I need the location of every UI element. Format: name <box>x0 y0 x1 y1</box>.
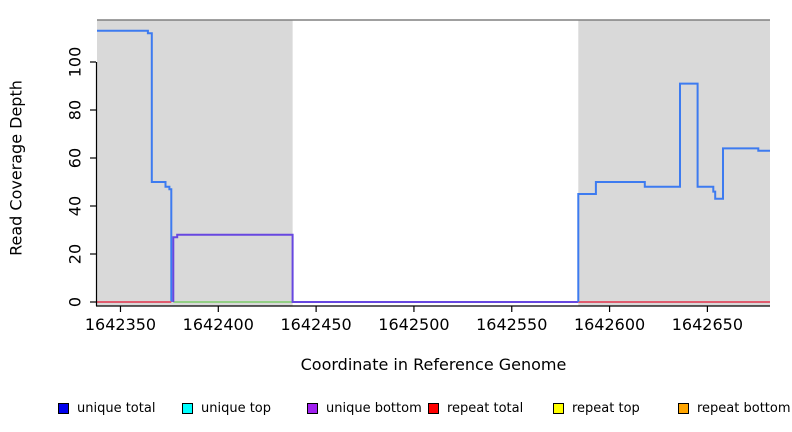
x-tick-label: 1642500 <box>378 315 449 334</box>
legend: unique total unique top unique bottom repea… <box>0 399 792 417</box>
y-tick-label: 20 <box>66 244 85 264</box>
shaded-region <box>578 20 770 306</box>
legend-label: unique bottom <box>326 400 422 416</box>
x-tick-label: 1642550 <box>476 315 547 334</box>
x-tick-label: 1642650 <box>672 315 743 334</box>
legend-label: repeat total <box>447 400 524 416</box>
y-tick-label: 40 <box>66 196 85 216</box>
legend-swatch-icon <box>307 402 318 414</box>
chart-svg: 1642350 1642400 1642450 1642500 1642550 16426… <box>66 19 770 334</box>
legend-item-unique-bottom: unique bottom <box>307 399 422 417</box>
legend-item-unique-total: unique total <box>58 399 155 417</box>
y-tick-label: 0 <box>66 297 85 307</box>
legend-swatch-icon <box>182 402 193 414</box>
series-unique-total-left <box>97 29 173 302</box>
y-tick-label: 100 <box>66 47 85 78</box>
legend-item-repeat-total: repeat total <box>428 399 523 417</box>
x-tick-label: 1642350 <box>85 315 156 334</box>
legend-item-unique-top: unique top <box>182 399 271 417</box>
y-tick-label: 60 <box>66 148 85 168</box>
x-tick-label: 1642450 <box>280 315 351 334</box>
series-unique-total-right <box>577 82 770 302</box>
legend-swatch-icon <box>58 402 69 414</box>
legend-item-repeat-top: repeat top <box>553 399 640 417</box>
legend-label: unique total <box>77 400 156 416</box>
legend-item-repeat-bottom: repeat bottom <box>678 399 791 417</box>
shaded-region <box>97 20 293 306</box>
series-unique-bottom <box>172 233 579 303</box>
x-tick-label: 1642400 <box>183 315 254 334</box>
y-tick-label: 80 <box>66 100 85 120</box>
legend-swatch-icon <box>678 402 689 414</box>
legend-label: repeat top <box>572 400 640 416</box>
x-axis-title: Coordinate in Reference Genome <box>300 355 567 374</box>
legend-swatch-icon <box>428 402 439 414</box>
legend-label: unique top <box>201 400 272 416</box>
x-tick-label: 1642600 <box>574 315 645 334</box>
y-axis-title: Read Coverage Depth <box>6 80 26 256</box>
legend-label: repeat bottom <box>697 400 791 416</box>
legend-swatch-icon <box>553 402 564 414</box>
